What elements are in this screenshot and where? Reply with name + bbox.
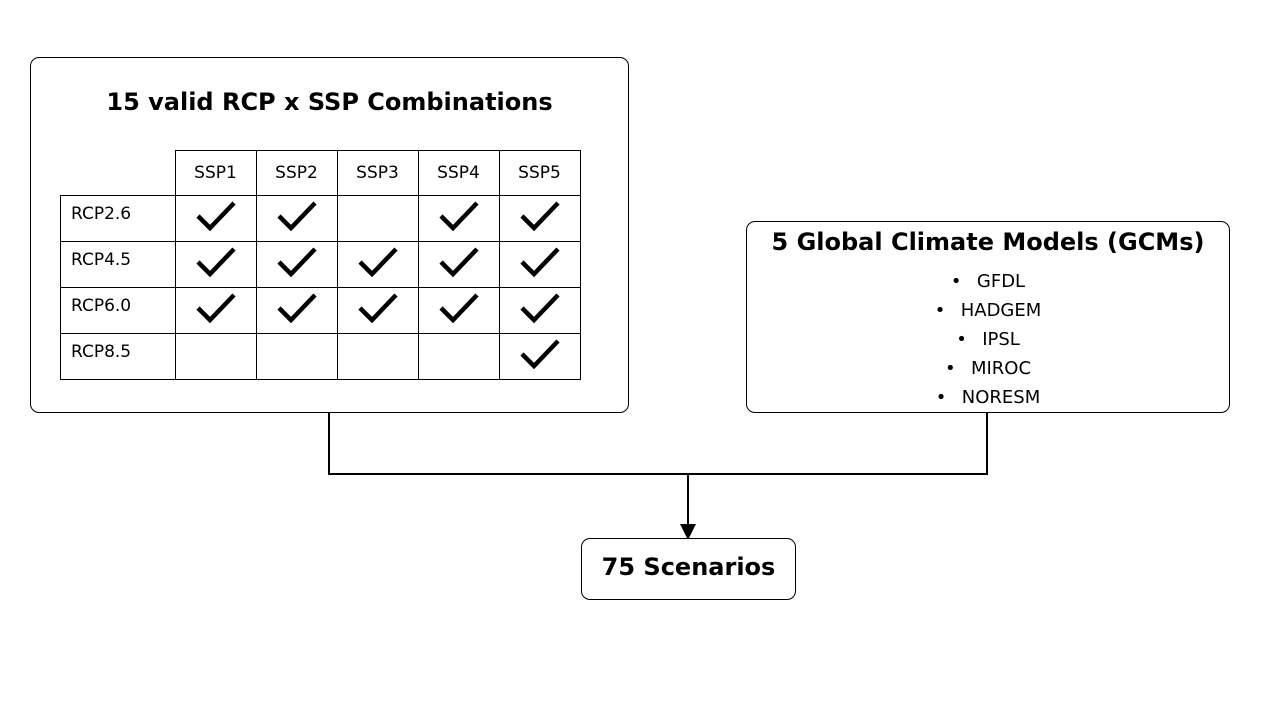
table-cell — [336, 332, 419, 380]
table-row: RCP4.5 — [60, 240, 581, 288]
table-cell — [255, 240, 338, 288]
list-item: • IPSL — [747, 325, 1229, 354]
column-header-ssp1: SSP1 — [174, 150, 257, 196]
gcm-title: 5 Global Climate Models (GCMs) — [771, 228, 1205, 256]
table-cell — [498, 286, 581, 334]
checkmark-icon — [519, 337, 561, 371]
row-header-rcp4-5: RCP4.5 — [60, 241, 176, 288]
table-cell — [174, 194, 257, 242]
row-header-rcp6-0: RCP6.0 — [60, 287, 176, 334]
checkmark-icon — [519, 245, 561, 279]
list-item: • GFDL — [747, 267, 1229, 296]
bullet-icon: • — [956, 329, 967, 350]
table-cell — [255, 286, 338, 334]
column-header-ssp5: SSP5 — [498, 150, 581, 196]
table-cell — [498, 332, 581, 380]
table-cell — [336, 194, 419, 242]
checkmark-icon — [276, 245, 318, 279]
gcm-box: 5 Global Climate Models (GCMs) • GFDL • HAD… — [746, 221, 1230, 413]
table-row: RCP2.6 — [60, 194, 581, 242]
table-header-row: SSP1 SSP2 SSP3 SSP4 SSP5 — [60, 150, 581, 196]
row-header-rcp8-5: RCP8.5 — [60, 333, 176, 380]
table-cell — [174, 332, 257, 380]
scenarios-box: 75 Scenarios — [581, 538, 796, 600]
checkmark-icon — [438, 199, 480, 233]
connector-right — [688, 413, 988, 475]
bullet-icon: • — [934, 300, 946, 321]
combinations-title: 15 valid RCP x SSP Combinations — [106, 88, 553, 116]
gcm-name: IPSL — [982, 329, 1020, 350]
combinations-box: 15 valid RCP x SSP Combinations SSP1 SSP2… — [30, 57, 629, 413]
gcm-name: HADGEM — [960, 300, 1042, 321]
gcm-name: NORESM — [961, 387, 1041, 408]
checkmark-icon — [195, 199, 237, 233]
table-cell — [498, 194, 581, 242]
table-cell — [336, 240, 419, 288]
table-cell — [336, 286, 419, 334]
table-cell — [417, 286, 500, 334]
connector-left — [328, 413, 688, 475]
table-cell — [417, 240, 500, 288]
checkmark-icon — [357, 245, 399, 279]
table-cell — [498, 240, 581, 288]
combinations-table: SSP1 SSP2 SSP3 SSP4 SSP5 RCP2.6 RCP4.5 RCP6.0 R… — [60, 150, 581, 380]
list-item: • HADGEM — [747, 296, 1229, 325]
checkmark-icon — [276, 199, 318, 233]
table-cell — [417, 194, 500, 242]
table-body: RCP2.6 RCP4.5 RCP6.0 RCP8.5 — [60, 194, 581, 380]
row-header-rcp2-6: RCP2.6 — [60, 195, 176, 242]
table-cell — [174, 240, 257, 288]
table-cell — [174, 286, 257, 334]
checkmark-icon — [438, 291, 480, 325]
bullet-icon: • — [950, 271, 962, 292]
column-header-ssp4: SSP4 — [417, 150, 500, 196]
table-cell — [255, 194, 338, 242]
table-row: RCP8.5 — [60, 332, 581, 380]
gcm-list: • GFDL • HADGEM • IPSL • MIROC • NORESM — [747, 267, 1229, 412]
scenarios-title: 75 Scenarios — [601, 553, 776, 581]
gcm-name: MIROC — [970, 358, 1032, 379]
column-header-ssp3: SSP3 — [336, 150, 419, 196]
column-header-ssp2: SSP2 — [255, 150, 338, 196]
checkmark-icon — [195, 291, 237, 325]
bullet-icon: • — [935, 387, 947, 408]
checkmark-icon — [357, 291, 399, 325]
checkmark-icon — [519, 291, 561, 325]
table-cell — [417, 332, 500, 380]
checkmark-icon — [519, 199, 561, 233]
checkmark-icon — [438, 245, 480, 279]
checkmark-icon — [276, 291, 318, 325]
gcm-name: GFDL — [976, 271, 1026, 292]
list-item: • NORESM — [747, 383, 1229, 412]
table-cell — [255, 332, 338, 380]
checkmark-icon — [195, 245, 237, 279]
bullet-icon: • — [944, 358, 956, 379]
list-item: • MIROC — [747, 354, 1229, 383]
table-corner — [60, 150, 175, 196]
table-row: RCP6.0 — [60, 286, 581, 334]
